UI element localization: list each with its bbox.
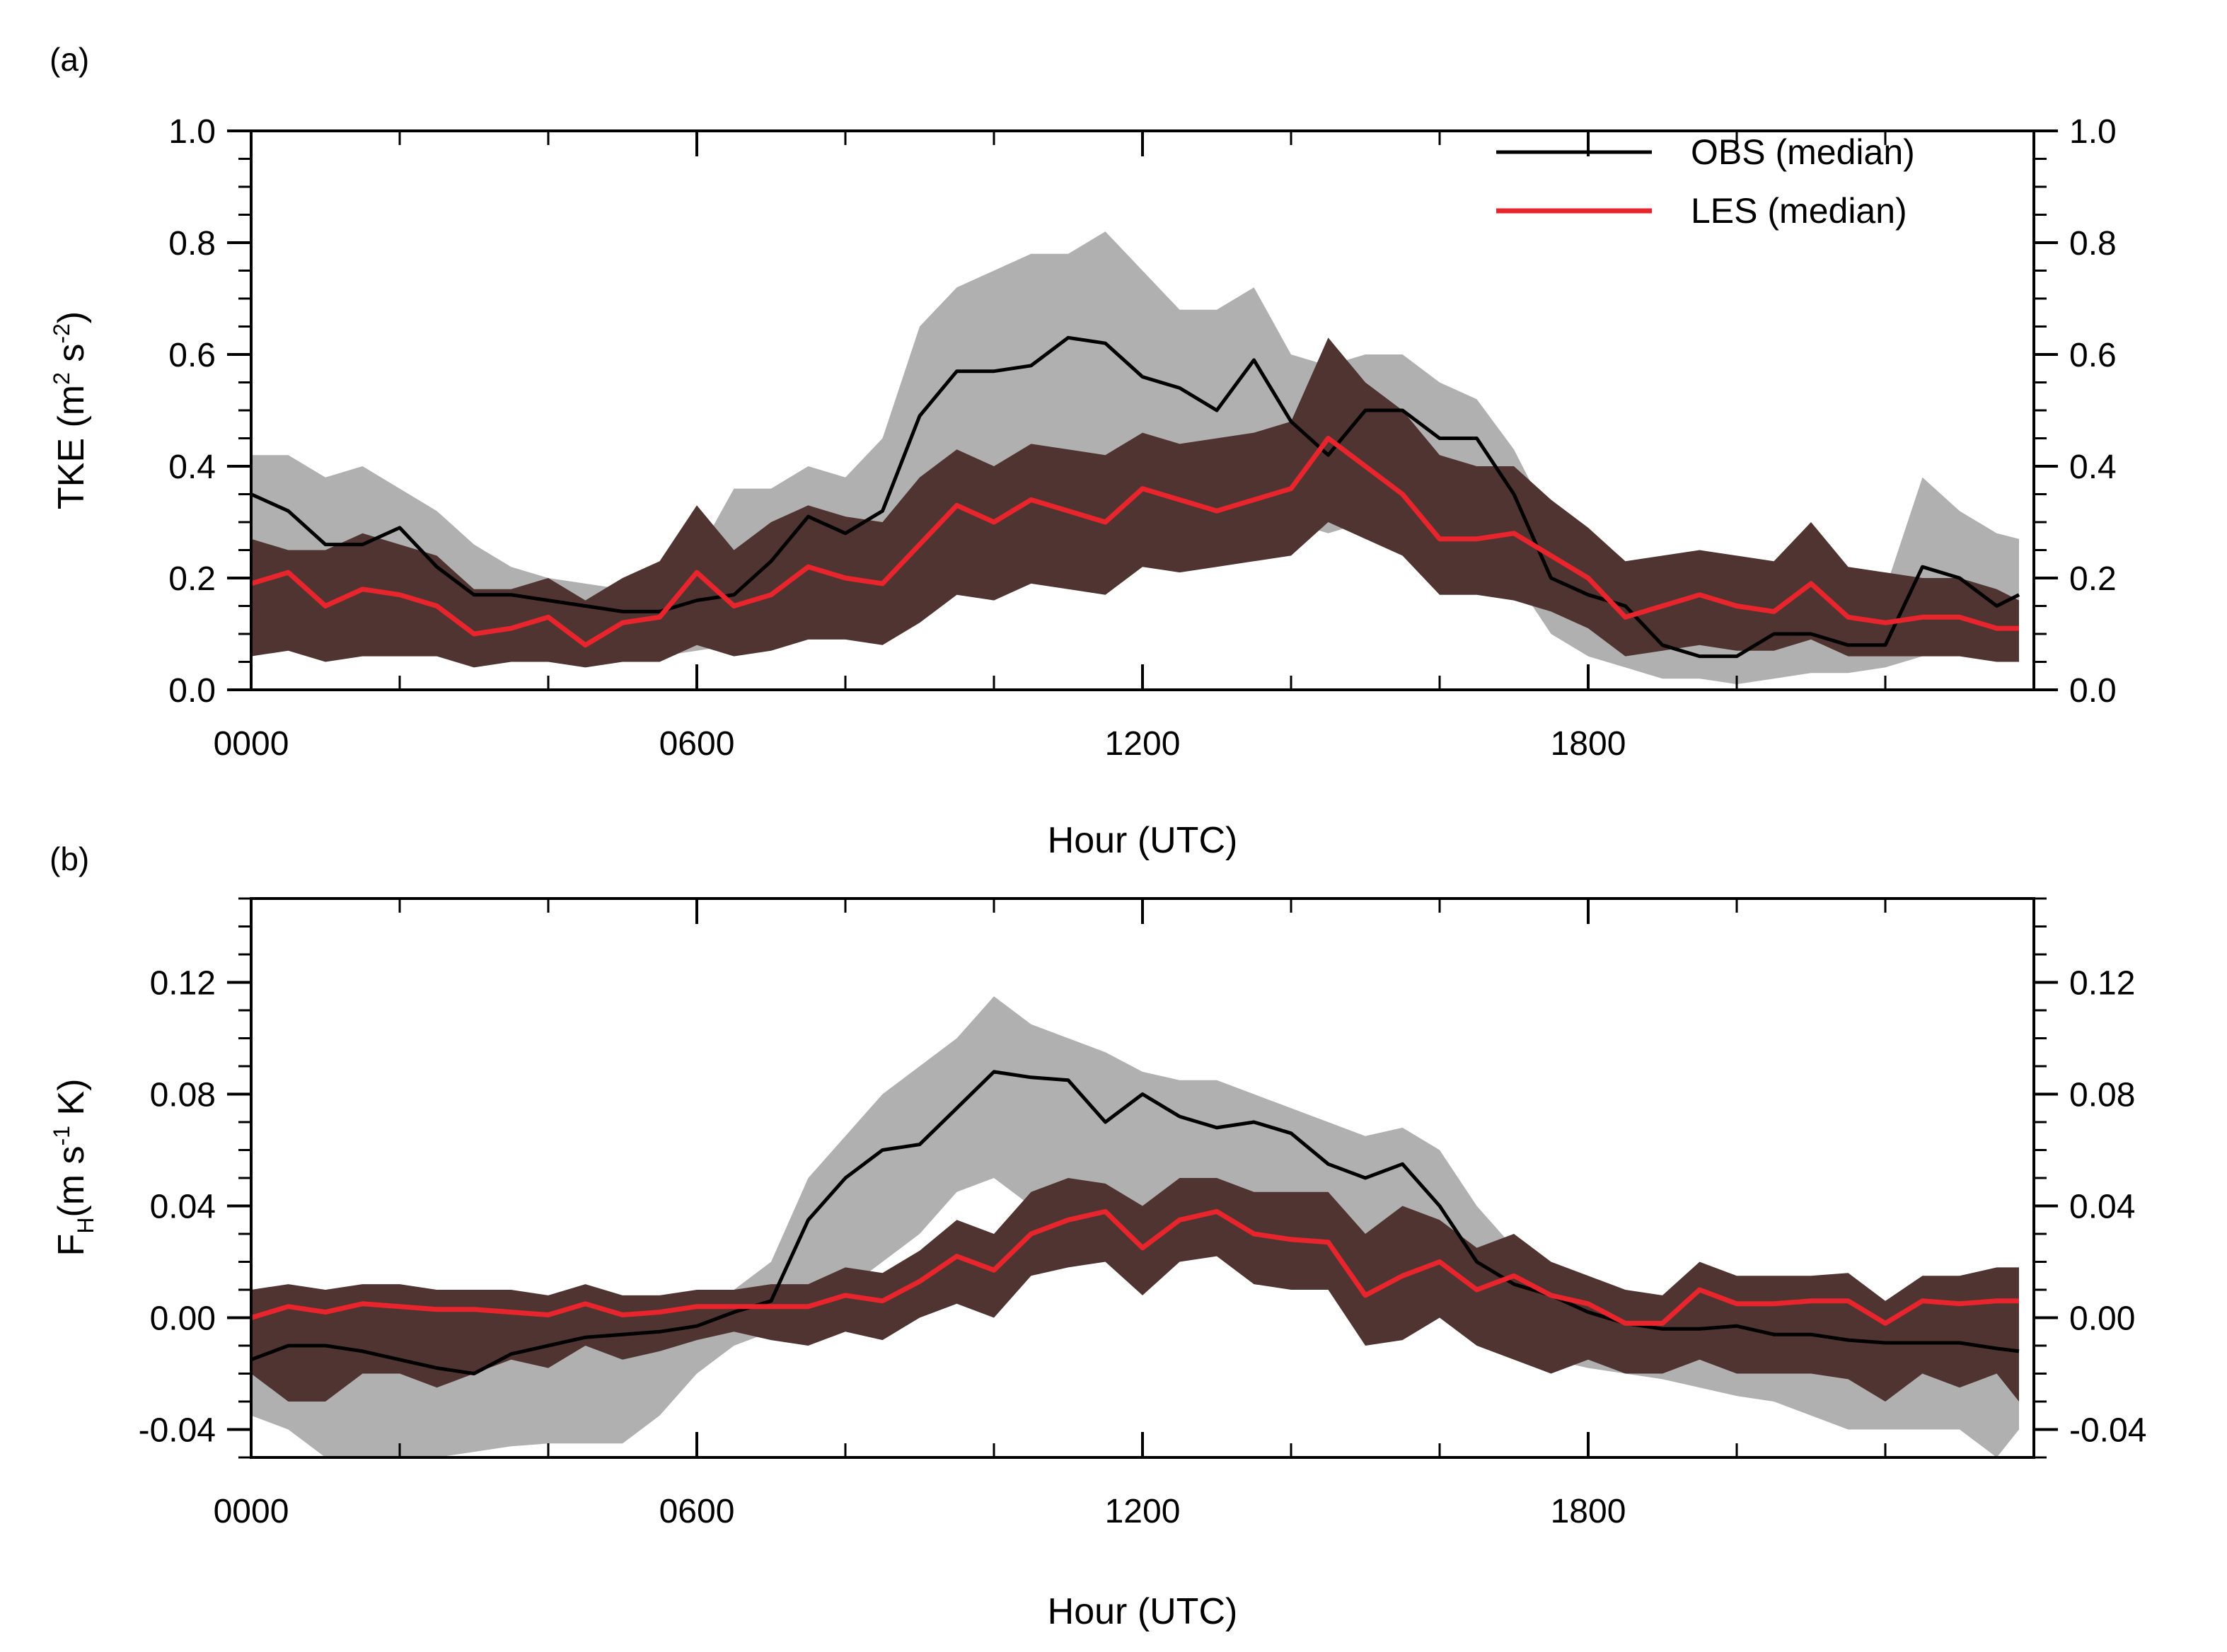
panel-b-band-les: [251, 1178, 2019, 1402]
panel-b-ytick-label: -0.04: [139, 1412, 216, 1450]
panel-a-xtick-label: 0600: [659, 725, 735, 763]
legend-les-label: LES (median): [1691, 191, 1907, 231]
panel-b-lines: [251, 1070, 2020, 1375]
panel-a-xtick-label: 1800: [1551, 725, 1626, 763]
panel-a-bands: [251, 231, 2019, 685]
panel-a-xlabel: Hour (UTC): [1048, 820, 1238, 861]
panel-a-ytick-label: 0.8: [168, 225, 216, 262]
panel-a-ytick-label-right: 0.4: [2069, 449, 2117, 486]
panel-b-ylabel: FH(m s-1 K): [49, 1079, 98, 1257]
panel-a-ytick-label: 0.4: [168, 449, 216, 486]
panel-a-ticks: 0000 0600 1200 1800 0.0 0.0 0.2 0.2 0.4 0.4 0.6 0.6…: [168, 113, 2116, 763]
panel-a-tke: (a) 0000 0600 1200 1800 0.0 0.0 0.2 0.2 0.4 0.4 0.…: [49, 41, 2117, 861]
panel-b-bands: [251, 996, 2019, 1457]
panel-b-ytick-label: 0.04: [150, 1189, 216, 1226]
legend-obs-label: OBS (median): [1691, 132, 1915, 172]
panel-b-xtick-label: 1800: [1551, 1493, 1626, 1530]
panel-a-ytick-label-right: 0.8: [2069, 225, 2117, 262]
panel-a-xtick-label: 0000: [214, 725, 289, 763]
panel-a-ytick-label-right: 0.2: [2069, 560, 2117, 598]
panel-a-ytick-label-right: 1.0: [2069, 113, 2117, 151]
panel-b-ytick-label-right: 0.08: [2069, 1077, 2135, 1114]
panel-b-heat-flux: (b) 0000 0600 1200 1800 -0.04 -0.04 0.00 0.00 0.…: [49, 841, 2146, 1632]
panel-b-ytick-label-right: 0.04: [2069, 1189, 2135, 1226]
panel-b-ytick-label-right: 0.00: [2069, 1300, 2135, 1338]
panel-b-xtick-label: 0600: [659, 1493, 735, 1530]
panel-b-ytick-label: 0.12: [150, 965, 216, 1003]
panel-b-label: (b): [50, 841, 89, 877]
panel-a-ytick-label: 0.0: [168, 672, 216, 710]
panel-b-ytick-label: 0.00: [150, 1300, 216, 1338]
panel-a-line-les: [251, 436, 2019, 648]
panel-a-ytick-label-right: 0.0: [2069, 672, 2117, 710]
panel-b-xtick-label: 1200: [1105, 1493, 1181, 1530]
panel-a-ytick-label: 0.6: [168, 337, 216, 374]
panel-b-xtick-label: 0000: [214, 1493, 289, 1530]
panel-a-label: (a): [50, 41, 89, 78]
panel-a-ytick-label: 0.2: [168, 560, 216, 598]
panel-a-ytick-label: 1.0: [168, 113, 216, 151]
panel-a-ylabel: TKE (m2 s-2): [49, 311, 92, 509]
panel-b-ytick-label-right: 0.12: [2069, 965, 2135, 1003]
panel-b-line-obs: [251, 1070, 2020, 1375]
panel-a-lines: [251, 335, 2020, 659]
panel-a-xtick-label: 1200: [1105, 725, 1181, 763]
panel-b-xlabel: Hour (UTC): [1048, 1591, 1238, 1632]
panel-b-ytick-label-right: -0.04: [2069, 1412, 2146, 1450]
panel-a-line-obs: [251, 335, 2020, 659]
panel-a-ytick-label-right: 0.6: [2069, 337, 2117, 374]
panel-b-line-les: [251, 1208, 2019, 1326]
panel-a-band-les: [251, 337, 2019, 668]
panel-b-ticks: 0000 0600 1200 1800 -0.04 -0.04 0.00 0.00 0.04 0.…: [139, 897, 2146, 1530]
panel-b-ytick-label: 0.08: [150, 1077, 216, 1114]
legend: OBS (median) LES (median): [1496, 132, 1915, 231]
